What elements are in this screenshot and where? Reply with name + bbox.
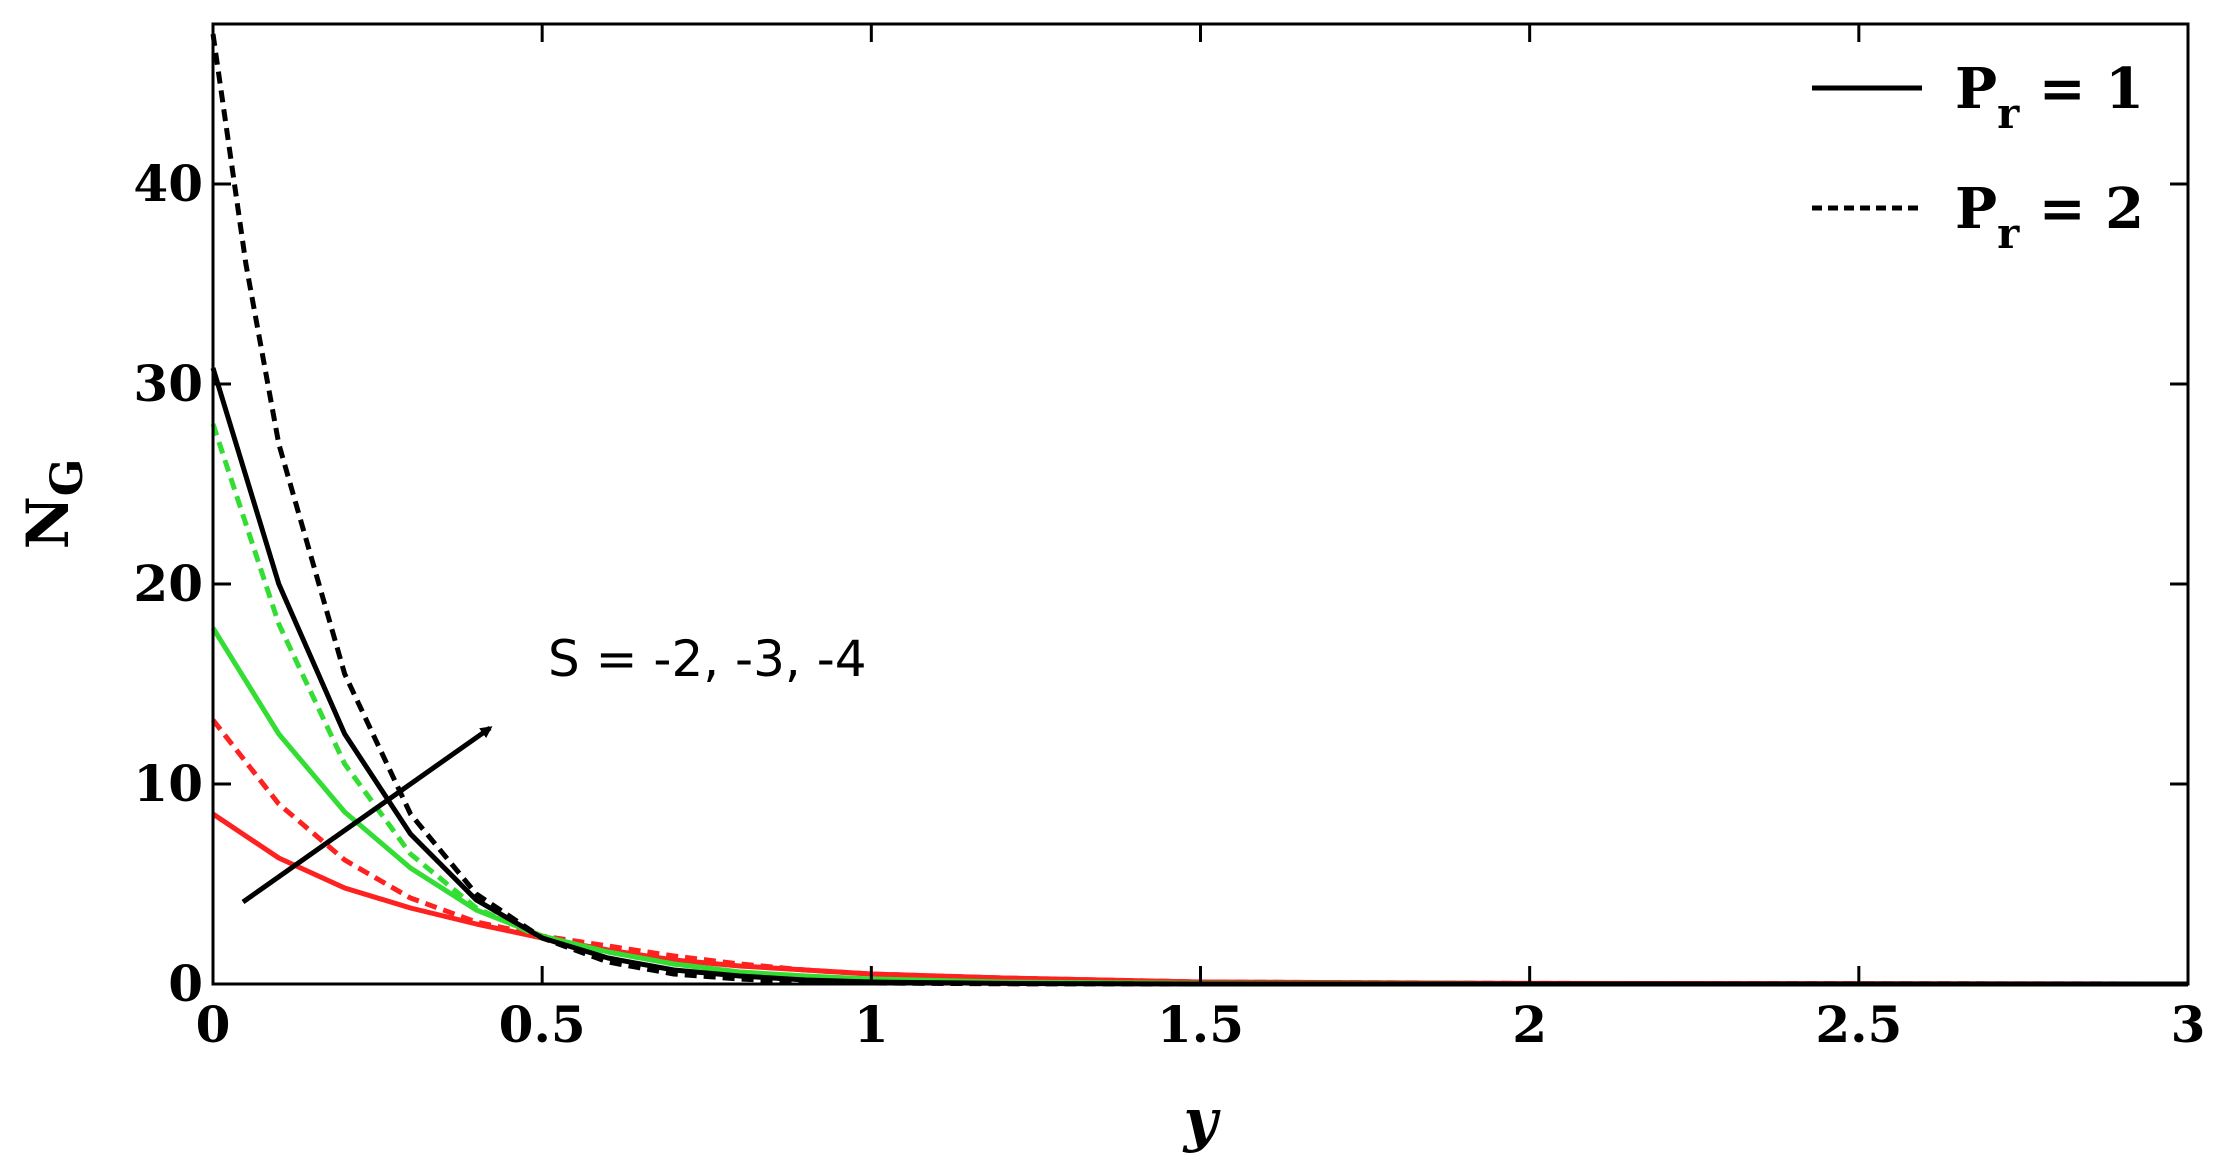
legend-label-pr1-rest: = 1 [2019,56,2144,122]
legend-label-pr2-sub: r [1997,209,2020,258]
x-tick-label-4: 2 [1512,995,1547,1054]
series-line-4 [210,367,2188,987]
y-tick-label-1: 10 [133,754,203,813]
legend-label-pr2-rest: = 2 [2019,176,2144,242]
y-axis-label-main: N [14,496,82,549]
x-tick-label-2: 1 [854,995,889,1054]
x-tick-label-0: 0 [196,995,231,1054]
y-tick-label-2: 20 [133,554,203,613]
y-tick-label-0: 0 [168,954,203,1013]
plot-frame [211,22,2190,986]
legend-label-pr1-sub: r [1997,89,2020,138]
series-layer [210,33,2189,987]
x-tick-label-1: 0.5 [499,995,586,1054]
x-tick-label-6: 3 [2171,995,2206,1054]
y-tick-label-4: 40 [133,154,203,213]
legend-label-pr1-main: P [1955,56,1997,122]
series-line-0 [211,811,2189,987]
x-tick-label-3: 1.5 [1157,995,1244,1054]
series-line-5 [210,33,2188,987]
y-tick-label-3: 30 [133,354,203,413]
x-tick-label-5: 2.5 [1815,995,1902,1054]
legend: Pr = 1 Pr = 2 [1812,56,2144,258]
legend-label-pr1: Pr = 1 [1955,56,2144,138]
x-axis-label: y [1182,1086,1222,1154]
annotation-text: S = -2, -3, -4 [548,630,867,688]
series-line-3 [210,423,2188,987]
legend-label-pr2: Pr = 2 [1955,176,2144,258]
y-axis-label-subscript: G [42,459,93,497]
legend-label-pr2-main: P [1955,176,1997,242]
annotation-arrow [241,725,493,905]
y-axis-label: NG [14,459,93,550]
series-line-1 [211,718,2189,987]
